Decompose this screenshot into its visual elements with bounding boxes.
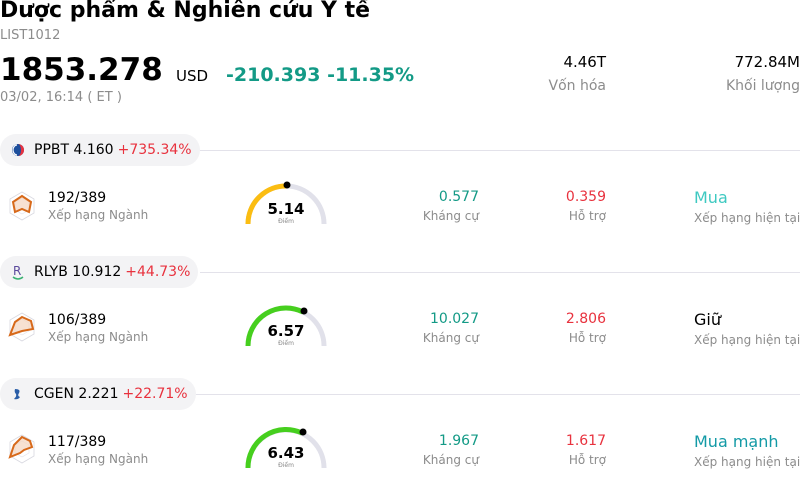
page-title: Dược phẩm & Nghiên cứu Y tế [0,0,371,23]
current-rating-label: Xếp hạng hiện tại [694,333,800,347]
price-change: -210.393 -11.35% [226,64,414,86]
radar-chart-icon [6,190,38,226]
divider [200,272,800,273]
resistance-label: Kháng cự [422,453,479,467]
stock-change: +735.34% [117,142,192,158]
industry-rank: 106/389 [48,312,107,328]
index-price: 1853.278 [0,52,163,88]
score-gauge [241,180,331,230]
ticker: CGEN [34,386,74,402]
industry-rank-label: Xếp hạng Ngành [48,452,149,466]
support-label: Hỗ trợ [568,453,606,467]
current-rating: Mua mạnh [694,432,779,451]
divider [200,150,800,151]
score-gauge [241,424,331,474]
svg-text:R: R [13,264,21,278]
current-rating: Giữ [694,310,721,329]
divider [196,394,800,395]
stock-pill-ppbt[interactable]: PPBT 4.160 +735.34% [0,134,200,166]
radar-chart-icon [6,311,38,347]
volume-label: Khối lượng [725,78,800,94]
support-value: 0.359 [565,189,606,205]
industry-rank-label: Xếp hạng Ngành [48,208,149,222]
support-label: Hỗ trợ [568,331,606,345]
change-value: -210.393 [226,64,321,86]
resistance-value: 10.027 [430,311,479,327]
score-label: Điểm [278,462,294,469]
score-gauge [241,302,331,352]
stock-price: 10.912 [72,264,122,280]
resistance-value: 1.967 [438,433,479,449]
support-value: 2.806 [565,311,606,327]
score-value: 6.43 [267,444,305,462]
current-rating-label: Xếp hạng hiện tại [694,455,800,469]
industry-rank: 117/389 [48,434,107,450]
ticker: RLYB [34,264,68,280]
resistance-label: Kháng cự [422,331,479,345]
market-cap-value: 4.46T [563,53,606,71]
radar-chart-icon [6,433,38,469]
stock-pill-cgen[interactable]: CGEN 2.221 +22.71% [0,378,196,410]
stock-change: +22.71% [122,386,188,402]
stock-pill-rlyb[interactable]: R RLYB 10.912 +44.73% [0,256,199,288]
timestamp: 03/02, 16:14 ( ET ) [0,90,122,105]
ppbt-logo-icon [10,142,26,158]
change-percent: -11.35% [327,64,415,86]
score-value: 6.57 [267,322,305,340]
volume-value: 772.84M [734,53,800,71]
rlyb-logo-icon: R [10,264,26,280]
score-value: 5.14 [267,200,305,218]
support-label: Hỗ trợ [568,209,606,223]
support-value: 1.617 [565,433,606,449]
resistance-label: Kháng cự [422,209,479,223]
resistance-value: 0.577 [438,189,479,205]
industry-rank: 192/389 [48,190,107,206]
current-rating-label: Xếp hạng hiện tại [694,211,800,225]
index-code: LIST1012 [0,28,61,43]
current-rating: Mua [694,188,728,207]
score-label: Điểm [278,340,294,347]
stock-change: +44.73% [125,264,191,280]
market-cap-label: Vốn hóa [548,78,606,94]
ticker: PPBT [34,142,70,158]
stock-price: 4.160 [73,142,114,158]
cgen-logo-icon [10,386,26,402]
currency-label: USD [176,67,209,85]
industry-rank-label: Xếp hạng Ngành [48,330,149,344]
stock-price: 2.221 [78,386,119,402]
score-label: Điểm [278,218,294,225]
